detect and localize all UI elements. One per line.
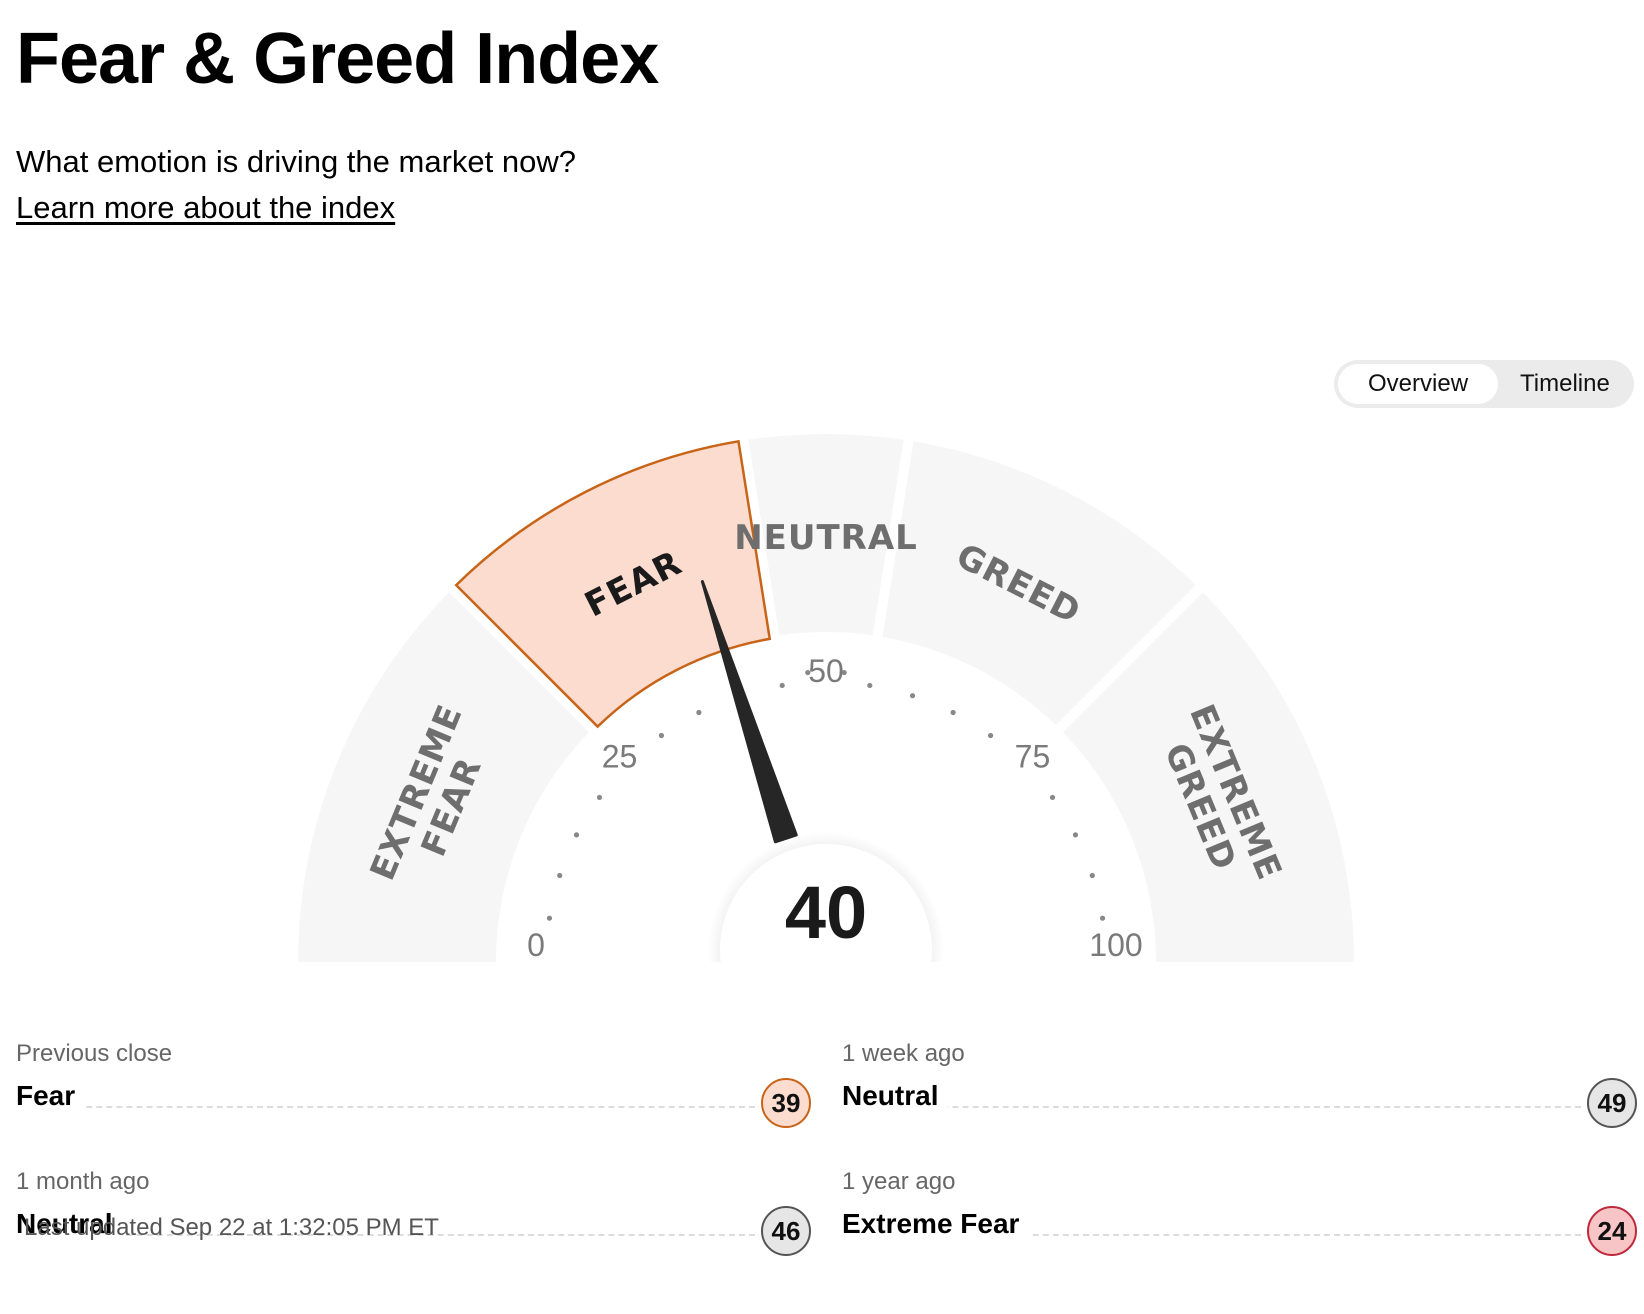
gauge-dot	[1072, 832, 1079, 838]
gauge-dot	[596, 794, 603, 801]
gauge-dot	[987, 732, 994, 739]
gauge-dot	[867, 682, 873, 689]
gauge-dot	[950, 709, 956, 716]
gauge-dot	[1089, 872, 1095, 879]
page-subtitle: What emotion is driving the market now?	[16, 144, 576, 179]
gauge-needle	[700, 580, 798, 844]
gauge-segment-label: NEUTRAL	[734, 518, 918, 558]
gauge-dot	[658, 732, 665, 739]
history-label: 1 year ago	[842, 1168, 956, 1195]
gauge-dot	[1049, 794, 1056, 801]
gauge-dot	[1099, 915, 1106, 921]
view-toggle: Overview Timeline	[1334, 360, 1634, 408]
gauge-tick-label: 0	[527, 927, 545, 963]
gauge-dot	[573, 832, 580, 838]
gauge-dot	[779, 682, 785, 689]
last-updated: Last updated Sep 22 at 1:32:05 PM ET	[24, 1214, 439, 1241]
tab-overview[interactable]: Overview	[1338, 364, 1499, 404]
history-score-badge: 46	[761, 1206, 811, 1256]
gauge-tick-label: 100	[1089, 927, 1142, 963]
history-label: Previous close	[16, 1040, 173, 1067]
gauge-dot	[546, 915, 553, 921]
tab-timeline[interactable]: Timeline	[1520, 370, 1610, 397]
gauge-segment	[298, 592, 590, 962]
history-1-week-ago: 1 week ago Neutral 49	[842, 1040, 1637, 1128]
history-rating: Neutral	[16, 1208, 123, 1240]
history-score-badge: 24	[1587, 1206, 1637, 1256]
page-title: Fear & Greed Index	[16, 19, 659, 99]
history-score-badge: 49	[1587, 1078, 1637, 1128]
gauge-dot	[557, 872, 563, 879]
gauge-segment	[454, 439, 772, 729]
history-score-badge: 39	[761, 1078, 811, 1128]
history-label: 1 week ago	[842, 1040, 965, 1067]
gauge-segment	[748, 434, 904, 636]
gauge-tick-label: 75	[1015, 739, 1051, 775]
history-rating: Neutral	[842, 1080, 949, 1112]
gauge-dot	[805, 669, 811, 676]
history-label: 1 month ago	[16, 1168, 150, 1195]
history-rating: Fear	[16, 1080, 86, 1112]
learn-more-link[interactable]: Learn more about the index	[16, 190, 396, 225]
history-rating: Extreme Fear	[842, 1208, 1030, 1240]
gauge-dot	[696, 709, 702, 716]
history-1-year-ago: 1 year ago Extreme Fear 24	[842, 1168, 1637, 1256]
gauge-score: 40	[785, 871, 867, 954]
gauge-hub	[720, 844, 932, 1000]
gauge-dot	[841, 669, 847, 676]
gauge-dot	[909, 693, 916, 699]
gauge-tick-label: 25	[602, 739, 638, 775]
gauge-tick-label: 50	[808, 653, 844, 689]
history-1-month-ago: 1 month ago Neutral 46	[16, 1168, 811, 1256]
gauge-segment	[1062, 592, 1354, 962]
gauge-segment	[882, 441, 1196, 726]
history-previous-close: Previous close Fear 39	[16, 1040, 811, 1128]
